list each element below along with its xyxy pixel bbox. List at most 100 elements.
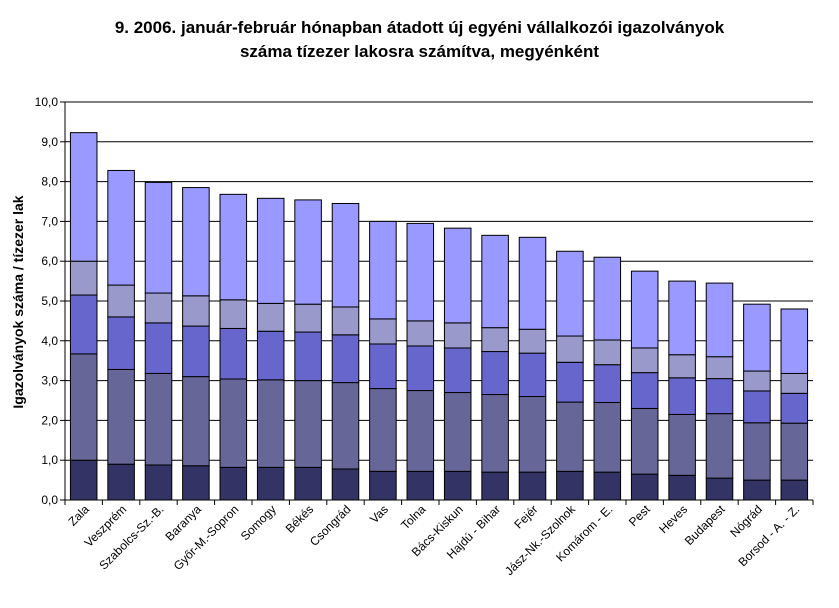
y-tick-label: 9,0 [41,135,58,149]
bar-segment-5 [668,280,696,356]
y-tick-label: 7,0 [41,214,58,228]
x-category-label: Csongrád [307,502,354,549]
y-tick-label: 6,0 [41,254,58,268]
bar-segment-4 [69,260,98,296]
bar-segment-4 [256,302,285,332]
x-category-label: Tolna [398,502,428,532]
bar-stacks [69,132,809,501]
bar-segment-5 [182,187,210,297]
y-tick-label: 5,0 [41,294,58,308]
x-category-label: Budapest [682,502,728,548]
bar-segment-1 [443,470,472,501]
bar-segment-2 [331,382,360,470]
bar-segment-3 [518,352,547,398]
bar-segment-3 [256,330,285,381]
bar-segment-2 [256,379,285,468]
bar-segment-3 [780,392,809,424]
bar-segment-3 [593,364,622,403]
bar-segment-5 [630,270,659,349]
bar-segment-1 [144,464,173,501]
bar-segment-1 [369,470,397,501]
bar-segment-4 [630,347,659,374]
bar-segment-5 [369,220,397,320]
gridlines [60,101,813,501]
y-tick-label: 10,0 [35,95,59,109]
bar-segment-2 [593,401,622,473]
bar-segment-3 [668,377,696,415]
x-category-label: Fejér [511,502,540,531]
bar-segment-4 [593,339,622,366]
bar-segment-5 [406,222,435,322]
x-category-label: Békés [283,502,316,535]
bar-segment-4 [705,356,734,380]
bar-segment-5 [518,236,547,330]
bar-segment-5 [780,308,809,374]
bar-segment-1 [406,470,435,501]
bar-segment-2 [743,422,771,481]
bar-segment-4 [780,372,809,394]
bar-segment-4 [331,306,360,336]
y-tick-label: 0,0 [41,493,58,507]
bar-segment-2 [668,413,696,476]
bar-segment-3 [69,294,98,355]
bar-segment-3 [144,322,173,374]
bar-segment-5 [294,199,322,305]
bar-segment-1 [481,471,509,501]
y-tick-label: 8,0 [41,175,58,189]
bar-segment-3 [294,331,322,382]
bar-segment-5 [481,234,509,329]
bar-segment-2 [144,372,173,466]
bar-segment-3 [743,390,771,424]
bar-segment-2 [556,401,584,472]
bar-segment-1 [182,465,210,501]
bar-segment-4 [743,370,771,392]
bar-segment-1 [294,466,322,501]
bar-segment-4 [107,284,135,318]
x-category-labels: ZalaVeszprémSzabolcs-Sz.-B.BaranyaGyőr-M… [65,502,802,579]
bar-segment-5 [331,202,360,308]
bar-segment-5 [743,303,771,372]
bar-segment-3 [705,378,734,415]
x-category-label: Zala [65,502,92,529]
bar-segment-3 [556,361,584,403]
bar-segment-5 [443,227,472,324]
bar-segment-3 [443,347,472,394]
bar-segment-4 [518,328,547,354]
bar-segment-4 [219,299,248,329]
axes [64,102,814,505]
bar-segment-1 [630,473,659,501]
bar-segment-3 [219,327,248,380]
x-category-label: Győr-M.-Sopron [171,502,242,573]
bar-segment-2 [443,392,472,472]
bar-segment-1 [331,468,360,501]
bar-segment-4 [144,292,173,324]
y-tick-labels: 0,0 1,0 2,0 3,0 4,0 5,0 6,0 7,0 8,0 9,0 10,0 [35,95,59,507]
chart-title-line1: 9. 2006. január-február hónapban átadott… [114,18,725,37]
bar-segment-2 [705,413,734,479]
y-tick-label: 2,0 [41,413,58,427]
bar-segment-1 [256,466,285,501]
bar-segment-3 [406,345,435,392]
bar-segment-1 [743,479,771,501]
x-category-label: Vas [367,502,391,526]
bar-segment-4 [668,354,696,379]
bar-segment-4 [481,327,509,353]
bar-segment-4 [406,320,435,347]
y-axis-label: Igazolványok száma / tízezer lak [10,195,26,408]
bar-segment-2 [406,390,435,472]
bar-segment-5 [144,181,173,294]
bar-segment-4 [294,303,322,333]
bar-segment-3 [182,325,210,378]
bar-segment-5 [556,250,584,337]
bar-segment-2 [219,378,248,468]
bar-segment-2 [518,396,547,473]
x-category-label: Pest [626,502,653,529]
bar-segment-4 [182,295,210,327]
bar-segment-1 [780,479,809,501]
x-category-label: Somogy [238,502,279,543]
bar-segment-3 [331,334,360,384]
bar-segment-5 [593,256,622,341]
bar-segment-1 [518,471,547,501]
bar-segment-5 [107,169,135,286]
